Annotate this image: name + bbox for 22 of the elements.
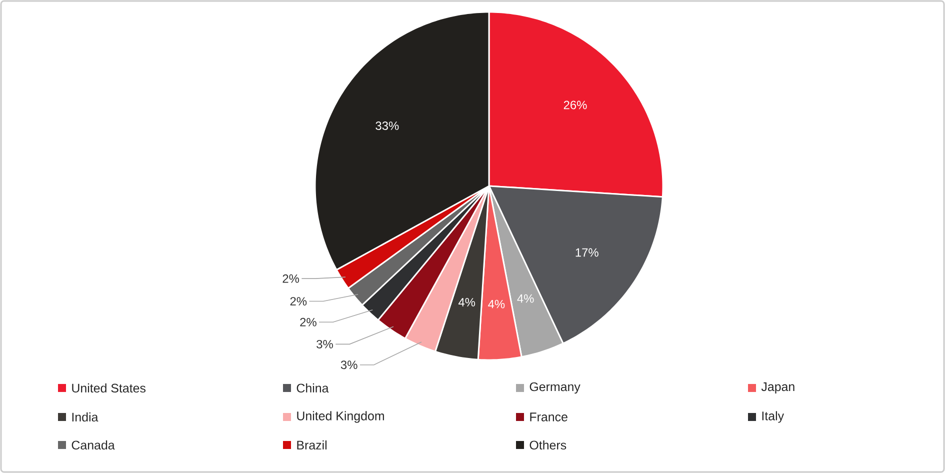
data-label: 2% (300, 318, 316, 326)
legend-label: United States (72, 383, 146, 393)
data-label: 3% (316, 340, 333, 348)
legend-label: Brazil (297, 440, 327, 450)
legend-label: France (530, 412, 568, 422)
legend-label: Germany (530, 382, 580, 394)
data-label: 4% (488, 300, 505, 308)
data-label: 26% (564, 100, 587, 110)
data-label: 33% (376, 122, 399, 130)
legend-label: Others (530, 440, 566, 450)
legend-label: United Kingdom (297, 411, 384, 423)
legend-label: India (72, 412, 98, 422)
legend-label: Italy (762, 411, 784, 423)
data-label: 3% (340, 360, 358, 370)
data-label: 4% (458, 298, 476, 306)
data-label: 17% (576, 248, 598, 257)
legend-label: China (296, 383, 329, 393)
legend-label: Canada (72, 440, 115, 450)
data-label: 2% (290, 297, 307, 306)
data-label: 2% (282, 274, 300, 283)
data-label: 4% (517, 294, 534, 303)
legend-label: Japan (761, 382, 794, 394)
